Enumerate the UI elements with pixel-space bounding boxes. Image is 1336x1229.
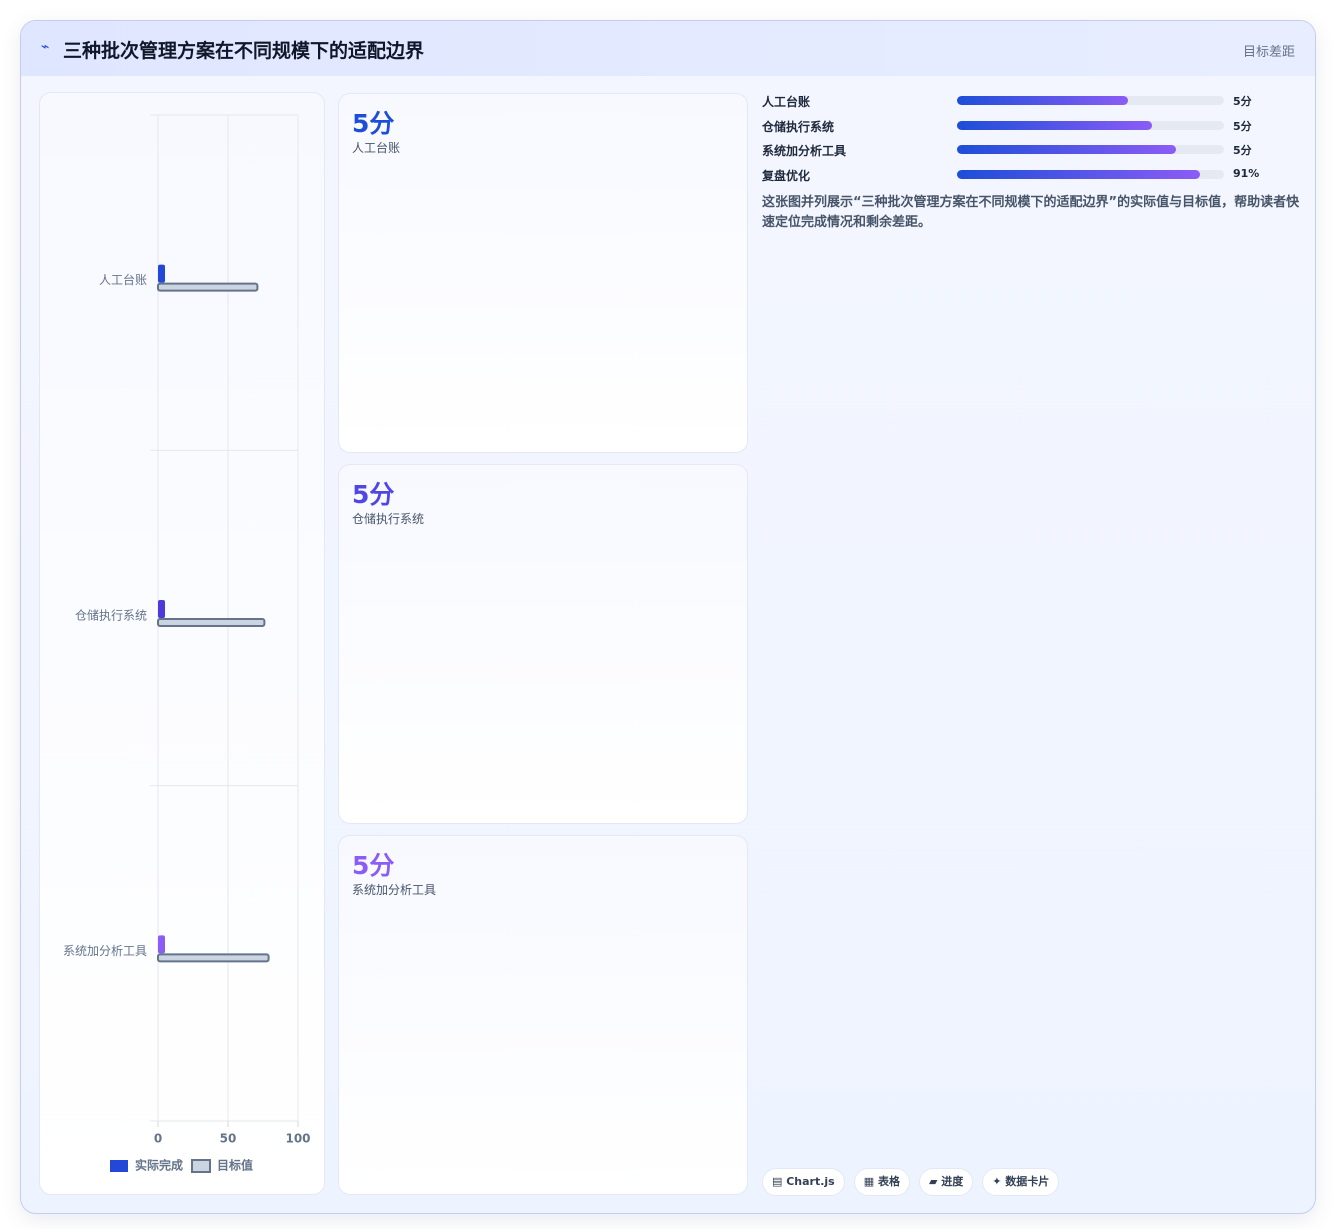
x-tick-label: 0 [154,1132,162,1146]
kpi-card: 5分仓储执行系统 [338,464,748,824]
progress-track [957,120,1224,130]
legend-label: 实际完成 [135,1158,183,1173]
progress-value: 5分 [1233,119,1252,133]
kpi-value: 5分 [352,480,395,509]
header: ⌁ 三种批次管理方案在不同规模下的适配边界 目标差距 [21,21,1315,76]
progress-label: 系统加分析工具 [762,144,847,159]
chart-panel: 0 50 100 人工台账仓储执行系统系统加分析工具实际完成 目标值 [39,92,325,1195]
chip[interactable]: ▰ 进度 [918,1168,974,1196]
y-tick-label: 仓储执行系统 [75,608,147,623]
chip[interactable]: ▦ 表格 [853,1168,910,1196]
bar-target [157,953,270,963]
progress-label: 人工台账 [762,95,811,109]
kpi-card: 5分人工台账 [338,93,748,453]
progress-value: 5分 [1233,144,1252,158]
chips: ▤ Chart.js ▦ 表格 ▰ 进度 ✦ 数据卡片 [762,1168,1060,1196]
legend-label: 目标值 [217,1158,253,1173]
progress-label: 复盘优化 [762,169,811,184]
progress-value: 91% [1233,167,1260,181]
legend-swatch [191,1159,211,1173]
bar-actual [158,600,165,618]
y-tick-label: 系统加分析工具 [63,944,147,958]
progress-value: 5分 [1233,95,1252,108]
progress-label: 仓储执行系统 [762,119,835,134]
legend-swatch [110,1160,128,1172]
chip[interactable]: ✦ 数据卡片 [982,1168,1060,1196]
progress-track [957,96,1224,105]
kpi-card: 5分系统加分析工具 [338,835,748,1195]
progress-fill [957,145,1176,155]
bar-actual [158,264,165,283]
kpi-label: 仓储执行系统 [352,512,425,526]
bar-target [157,618,266,627]
title: 三种批次管理方案在不同规模下的适配边界 [63,40,425,62]
progress-track [957,170,1224,180]
bar-actual [158,935,165,954]
kpi-label: 人工台账 [352,141,401,155]
y-tick-label: 人工台账 [99,272,147,287]
kpi-value: 5分 [352,851,395,880]
progress-fill [957,120,1152,130]
x-tick-label: 50 [220,1132,237,1146]
progress-fill [957,96,1128,105]
progress-fill [957,170,1200,180]
bar-target [157,282,259,292]
tag: 目标差距 [1242,45,1295,60]
icon: ⌁ [41,39,50,55]
kpi-value: 5分 [352,109,395,138]
chip[interactable]: ▤ Chart.js [762,1168,845,1196]
x-tick-label: 100 [285,1132,310,1146]
description: 这张图并列展示“三种批次管理方案在不同规模下的适配边界”的实际值与目标值，帮助读… [762,195,1300,230]
kpi-label: 系统加分析工具 [352,883,437,897]
progress-track [957,145,1224,155]
